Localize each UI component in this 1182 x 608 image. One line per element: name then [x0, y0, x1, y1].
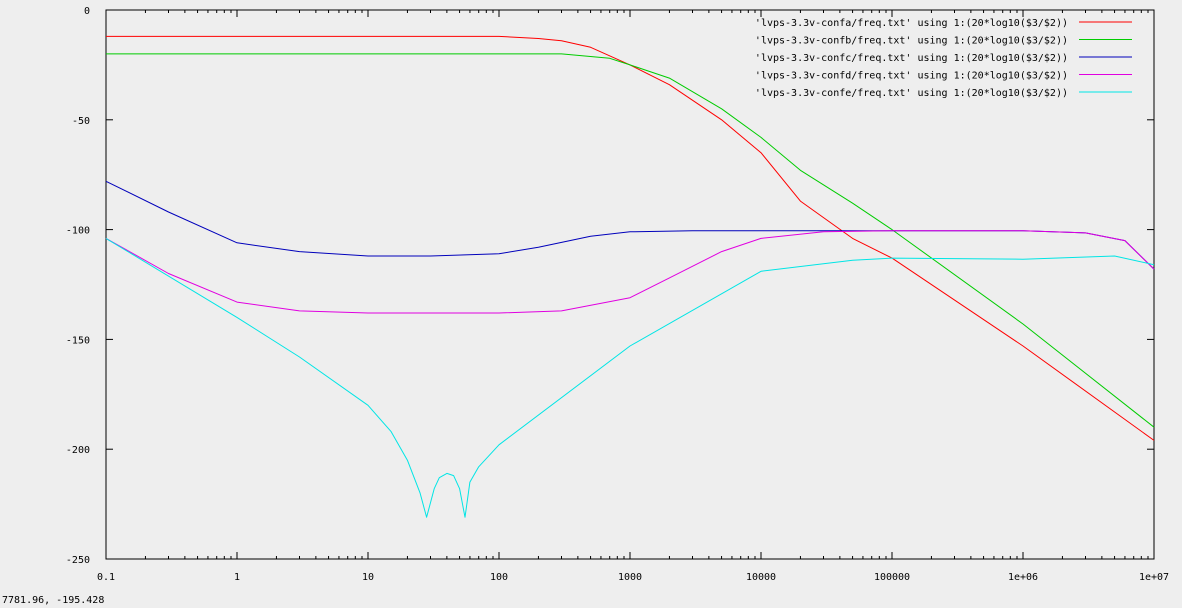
- x-tick-label: 10000: [746, 572, 776, 583]
- legend-entry-label: 'lvps-3.3v-confc/freq.txt' using 1:(20*l…: [755, 53, 1068, 64]
- series-line-3: [105, 180, 1155, 270]
- x-tick-label: 10: [362, 572, 374, 583]
- legend-entry-label: 'lvps-3.3v-confb/freq.txt' using 1:(20*l…: [755, 36, 1068, 47]
- legend-entry-label: 'lvps-3.3v-confd/freq.txt' using 1:(20*l…: [755, 71, 1068, 82]
- legend-entry-label: 'lvps-3.3v-confe/freq.txt' using 1:(20*l…: [755, 88, 1068, 99]
- y-tick-label: -150: [66, 335, 90, 346]
- x-tick-label: 1000: [618, 572, 642, 583]
- x-tick-label: 1e+07: [1139, 572, 1169, 583]
- legend-entry-label: 'lvps-3.3v-confa/freq.txt' using 1:(20*l…: [755, 18, 1068, 29]
- x-tick-label: 0.1: [97, 572, 115, 583]
- x-tick-label: 1: [234, 572, 240, 583]
- y-tick-label: -50: [72, 116, 90, 127]
- x-tick-label: 1e+06: [1008, 572, 1038, 583]
- series-line-2: [106, 53, 1155, 428]
- series-line-4: [105, 230, 1155, 314]
- y-tick-label: -250: [66, 555, 90, 566]
- x-tick-label: 100000: [874, 572, 910, 583]
- y-tick-label: 0: [84, 6, 90, 17]
- series-line-5: [105, 237, 1155, 518]
- series-line-1: [106, 35, 1155, 441]
- y-tick-label: -100: [66, 226, 90, 237]
- x-tick-label: 100: [490, 572, 508, 583]
- mouse-coordinate-readout: 7781.96, -195.428: [2, 595, 105, 606]
- y-tick-label: -200: [66, 445, 90, 456]
